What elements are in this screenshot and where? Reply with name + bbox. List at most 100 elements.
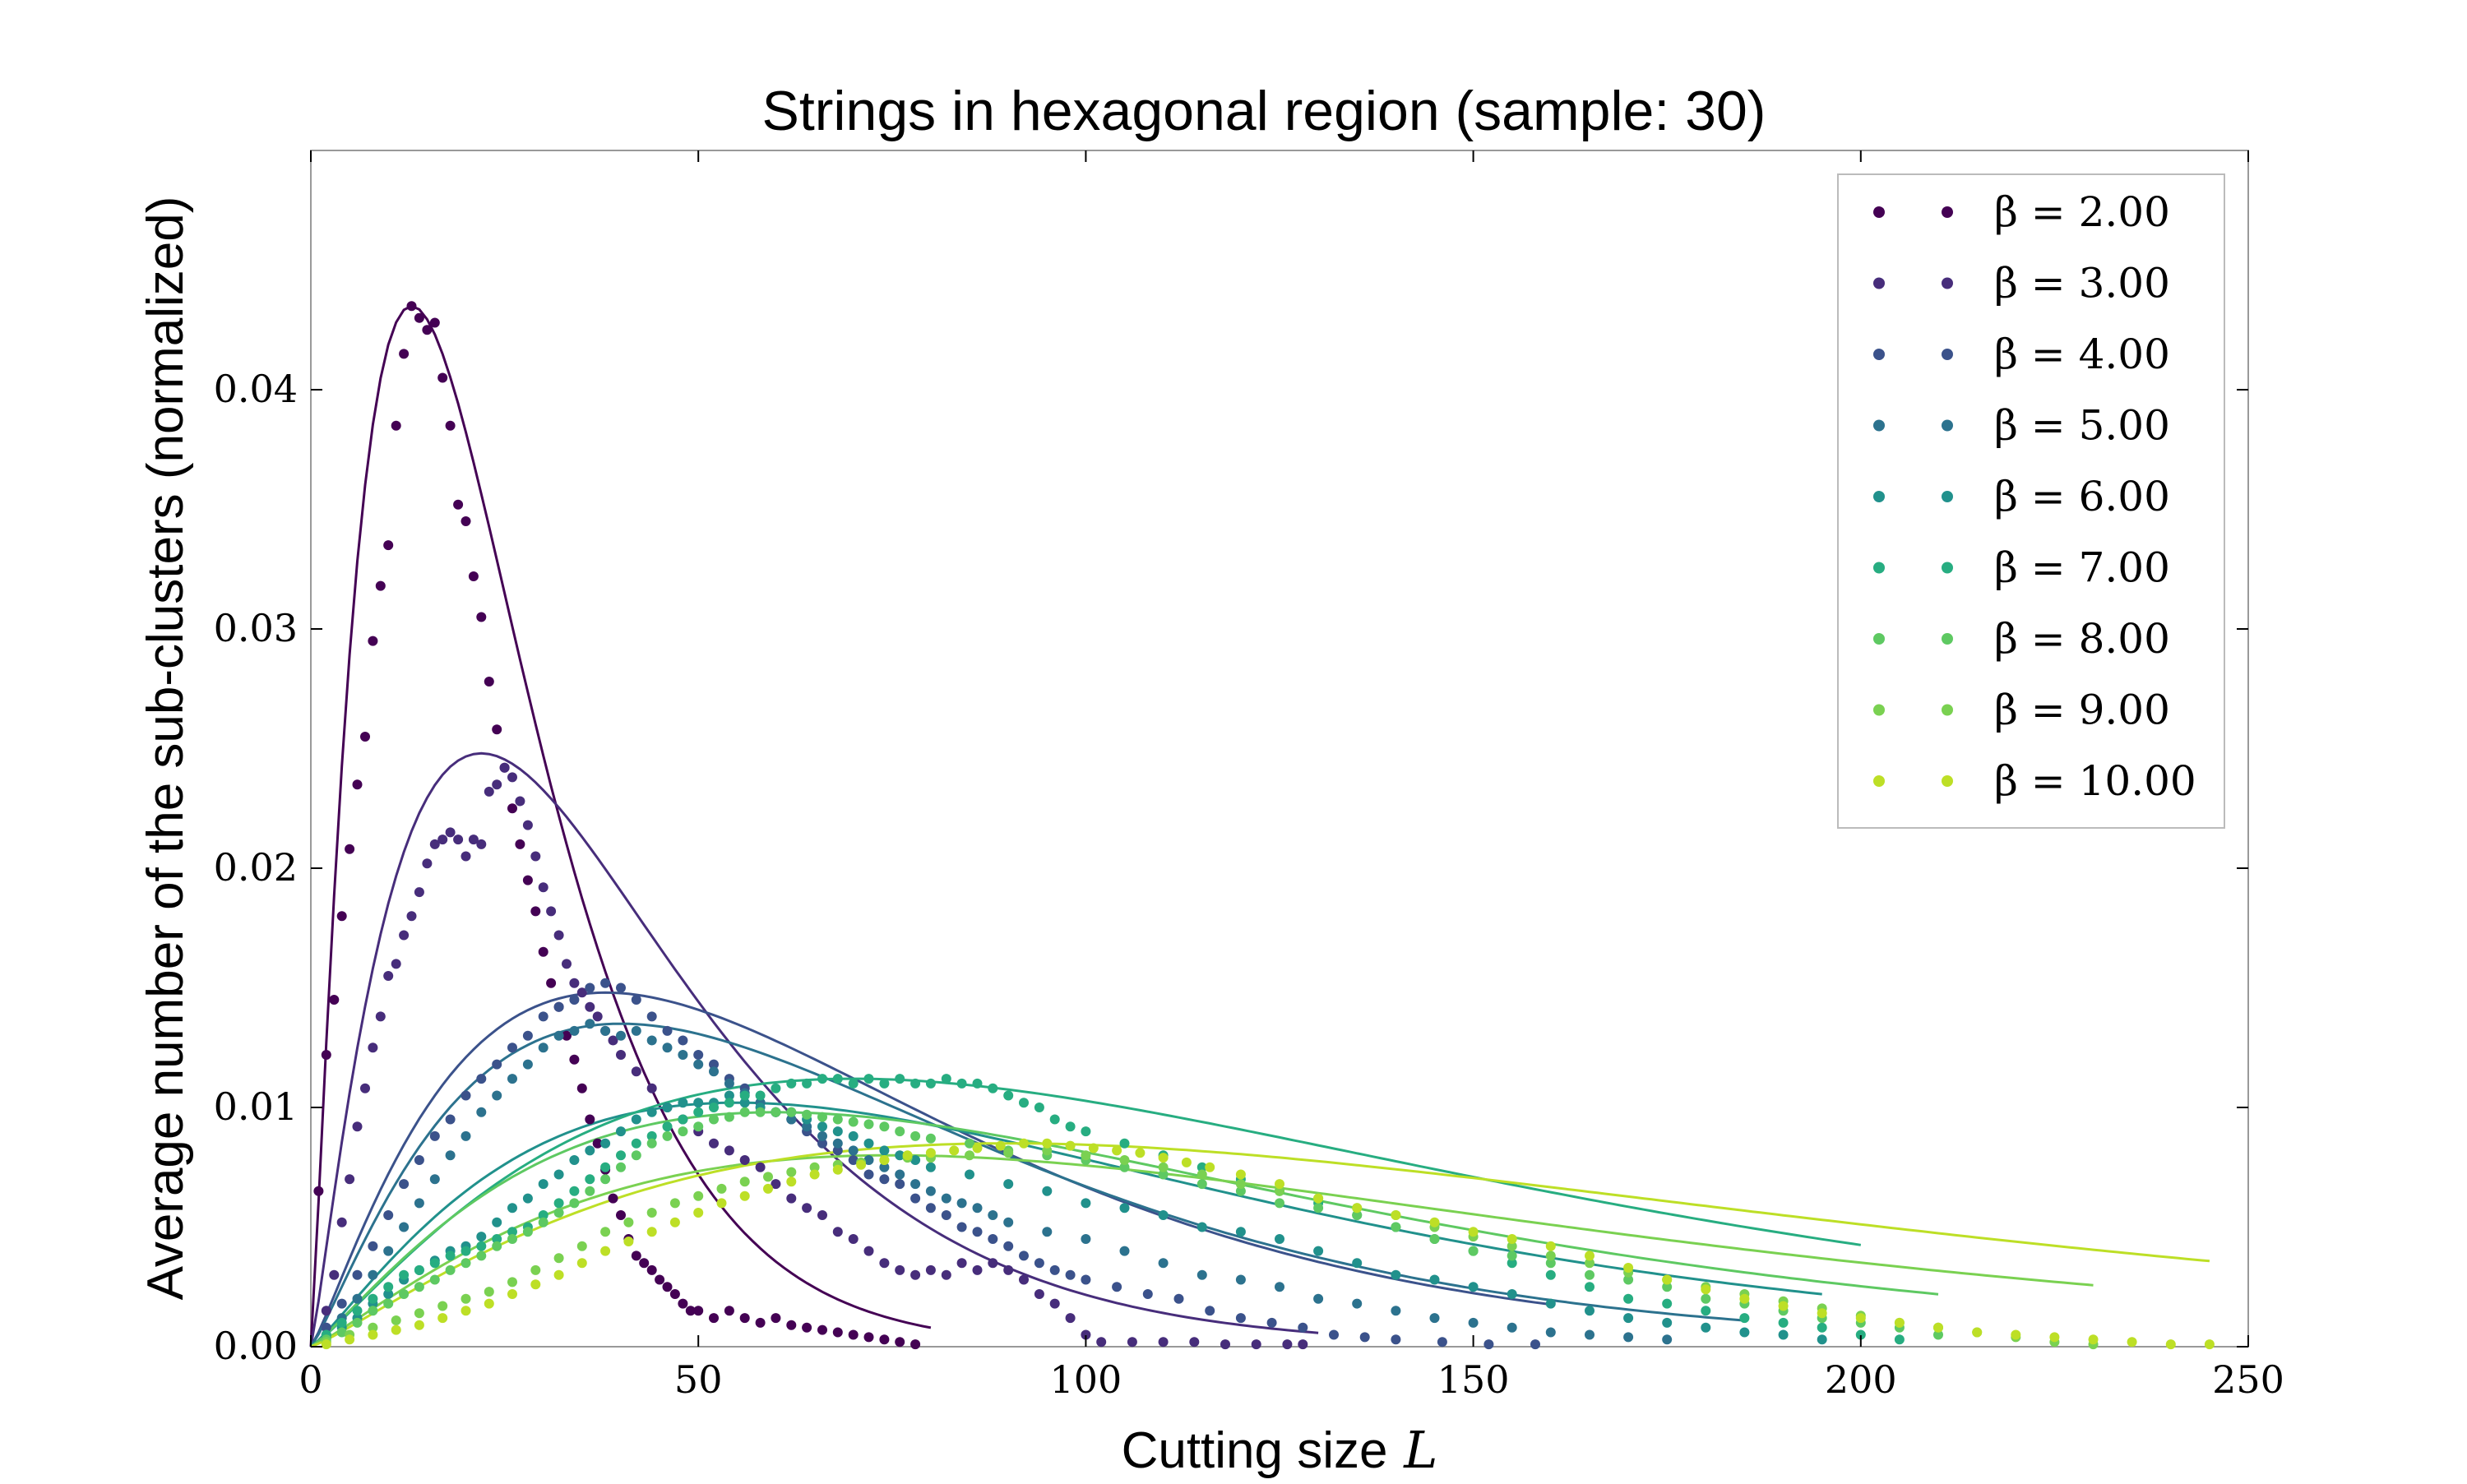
data-point <box>616 1210 626 1220</box>
data-point <box>786 1167 797 1177</box>
data-point <box>817 1138 827 1149</box>
data-point <box>1545 1269 1556 1280</box>
data-point <box>437 834 448 845</box>
data-point <box>538 1179 548 1190</box>
data-point <box>662 1103 673 1112</box>
data-point <box>786 1177 797 1187</box>
data-point <box>507 1042 517 1053</box>
data-point <box>1142 1289 1153 1299</box>
data-point <box>1158 1210 1169 1220</box>
data-point <box>429 1274 440 1285</box>
data-point <box>507 1234 517 1244</box>
data-point <box>522 1059 533 1070</box>
data-point <box>530 1264 541 1275</box>
data-point <box>1855 1313 1866 1324</box>
data-point <box>522 1227 533 1237</box>
y-tick-label: 0.02 <box>214 845 298 890</box>
data-point <box>585 1186 595 1196</box>
data-point <box>956 1078 967 1089</box>
data-point <box>895 1074 905 1084</box>
data-point <box>492 1234 502 1244</box>
data-point <box>1507 1241 1517 1251</box>
data-point <box>655 1274 665 1285</box>
data-point <box>507 1277 517 1288</box>
data-point <box>1119 1246 1130 1256</box>
data-point <box>616 982 626 993</box>
data-point <box>476 1232 487 1242</box>
data-point <box>1530 1339 1540 1350</box>
data-point <box>1158 1337 1169 1348</box>
data-point <box>429 1130 440 1141</box>
data-point <box>902 1150 913 1161</box>
data-point <box>910 1339 921 1350</box>
data-point <box>1003 1264 1014 1275</box>
data-point <box>693 1050 704 1060</box>
legend-marker <box>1873 775 1885 787</box>
data-point <box>569 1025 580 1036</box>
data-point <box>1088 1143 1099 1153</box>
data-point <box>585 1145 595 1156</box>
data-point <box>461 1130 471 1141</box>
data-point <box>802 1322 812 1333</box>
data-point <box>476 1241 487 1251</box>
data-point <box>1585 1269 1595 1280</box>
data-point <box>399 1179 410 1190</box>
data-point <box>608 1035 618 1046</box>
data-point <box>1081 1126 1091 1137</box>
data-point <box>988 1210 998 1220</box>
data-point <box>383 1210 394 1220</box>
data-point <box>569 978 580 988</box>
data-point <box>414 887 424 898</box>
data-point <box>817 1130 827 1141</box>
data-point <box>802 1121 812 1132</box>
data-point <box>1352 1203 1363 1214</box>
data-point <box>429 317 440 328</box>
data-point <box>925 1133 936 1144</box>
x-tick-label: 150 <box>1437 1357 1510 1402</box>
data-point <box>863 1119 874 1130</box>
data-point <box>669 1217 680 1227</box>
legend-marker <box>1873 419 1885 432</box>
data-point <box>631 995 641 1005</box>
legend-marker <box>1942 349 1953 360</box>
data-point <box>375 1011 386 1022</box>
data-point <box>848 1155 859 1165</box>
data-point <box>988 1083 998 1093</box>
data-point <box>562 959 572 969</box>
data-point <box>879 1155 890 1165</box>
data-point <box>553 1208 564 1218</box>
data-point <box>1585 1251 1595 1261</box>
data-point <box>802 1203 812 1214</box>
data-point <box>1275 1186 1284 1196</box>
data-point <box>1298 1322 1308 1333</box>
data-point <box>832 1327 843 1338</box>
data-point <box>1189 1337 1200 1348</box>
data-point <box>895 1179 905 1190</box>
data-point <box>484 677 494 687</box>
data-point <box>1817 1322 1827 1333</box>
data-point <box>1049 1264 1060 1275</box>
data-point <box>1391 1269 1401 1280</box>
data-point <box>336 1317 347 1328</box>
data-point <box>669 1198 680 1209</box>
legend-marker <box>1942 775 1953 787</box>
data-point <box>863 1246 874 1256</box>
data-point <box>1352 1258 1363 1269</box>
y-tick-label: 0.03 <box>214 606 298 650</box>
data-point <box>484 1287 494 1297</box>
data-point <box>1545 1258 1556 1269</box>
data-point <box>1507 1234 1517 1244</box>
legend-label: β = 9.00 <box>1994 687 2170 734</box>
data-point <box>576 1241 587 1251</box>
data-point <box>941 1193 951 1204</box>
data-point <box>1313 1293 1324 1304</box>
data-point <box>832 1114 843 1125</box>
data-point <box>383 1282 394 1292</box>
data-point <box>553 930 564 941</box>
data-point <box>1329 1329 1339 1340</box>
data-point <box>1701 1306 1711 1316</box>
data-point <box>1623 1274 1634 1285</box>
data-point <box>910 1155 921 1165</box>
y-axis-label: Average number of the sub-clusters (norm… <box>137 196 194 1301</box>
data-point <box>662 1042 673 1053</box>
